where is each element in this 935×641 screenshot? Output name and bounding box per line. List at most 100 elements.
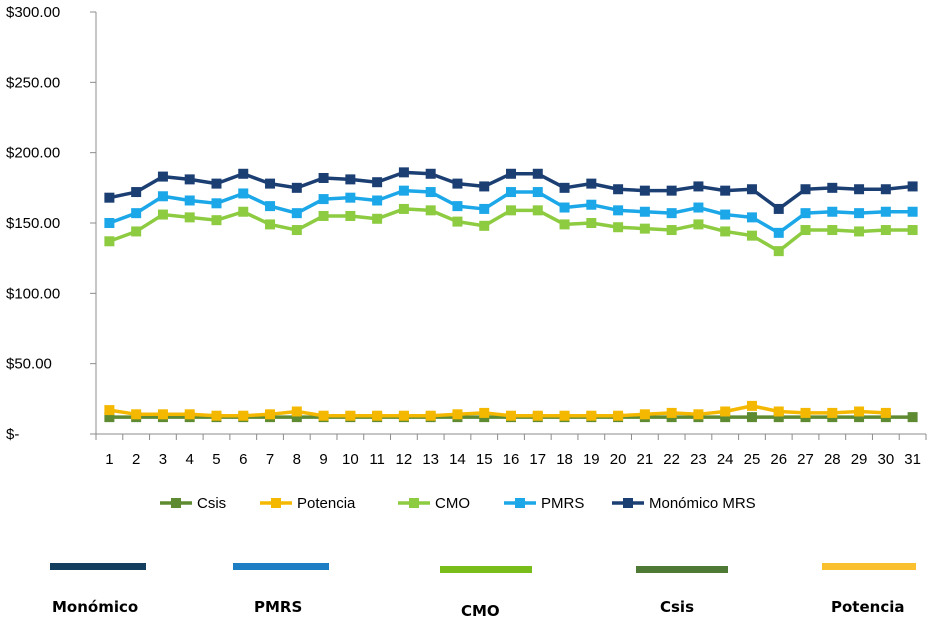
data-point-cmo — [425, 205, 436, 216]
data-point-monomico-mrs — [345, 174, 356, 185]
x-tick-label: 14 — [449, 451, 466, 468]
data-point-pmrs — [693, 202, 704, 213]
y-axis: $- $50.00 $100.00 $150.00 $200.00 $250.00 $300… — [6, 4, 97, 443]
data-point-potencia — [613, 410, 624, 421]
data-point-cmo — [666, 225, 677, 236]
series-potencia — [104, 400, 891, 421]
data-point-monomico-mrs — [238, 168, 249, 179]
key-swatch-csis — [636, 566, 728, 573]
data-point-csis — [854, 412, 865, 423]
key-swatch-potencia — [822, 563, 916, 570]
data-point-cmo — [693, 219, 704, 230]
x-tick-label: 18 — [556, 451, 573, 468]
x-tick-label: 31 — [904, 451, 921, 468]
data-point-potencia — [639, 409, 650, 420]
y-tick-label: $- — [6, 426, 19, 443]
series-cmo — [104, 203, 918, 257]
data-point-potencia — [880, 407, 891, 418]
data-point-monomico-mrs — [265, 178, 276, 189]
data-point-monomico-mrs — [104, 192, 115, 203]
legend-label-potencia: Potencia — [297, 495, 356, 512]
data-point-csis — [773, 412, 784, 423]
data-point-csis — [291, 412, 302, 423]
legend-label-cmo: CMO — [435, 495, 470, 512]
data-point-monomico-mrs — [291, 182, 302, 193]
data-point-potencia — [827, 407, 838, 418]
data-point-pmrs — [345, 192, 356, 203]
x-tick-label: 28 — [824, 451, 841, 468]
data-point-cmo — [854, 226, 865, 237]
key-label-csis: Csis — [660, 598, 695, 616]
y-tick-label: $150.00 — [6, 215, 60, 232]
legend-marker-monomico-mrs — [623, 498, 633, 508]
data-point-monomico-mrs — [666, 185, 677, 196]
x-tick-label: 21 — [637, 451, 654, 468]
data-point-pmrs — [880, 206, 891, 217]
data-point-pmrs — [559, 202, 570, 213]
x-tick-label: 20 — [610, 451, 627, 468]
x-tick-label: 25 — [744, 451, 761, 468]
data-point-potencia — [693, 409, 704, 420]
data-point-monomico-mrs — [532, 168, 543, 179]
data-point-cmo — [291, 225, 302, 236]
data-point-potencia — [104, 405, 115, 416]
data-point-potencia — [265, 409, 276, 420]
data-point-pmrs — [318, 194, 329, 205]
data-point-cmo — [586, 218, 597, 228]
data-point-monomico-mrs — [211, 178, 222, 189]
data-point-cmo — [157, 209, 168, 220]
x-tick-label: 7 — [266, 451, 274, 468]
series-line-potencia — [109, 404, 886, 418]
data-point-pmrs — [157, 191, 168, 202]
data-point-cmo — [800, 225, 811, 236]
data-point-monomico-mrs — [746, 184, 757, 195]
data-point-monomico-mrs — [157, 171, 168, 182]
data-point-pmrs — [184, 195, 195, 206]
data-point-pmrs — [800, 208, 811, 219]
data-point-monomico-mrs — [559, 182, 570, 193]
data-point-pmrs — [265, 201, 276, 212]
data-point-pmrs — [746, 212, 757, 223]
x-tick-label: 5 — [212, 451, 220, 468]
x-tick-label: 3 — [159, 451, 167, 468]
x-tick-label: 6 — [239, 451, 247, 468]
series-lines — [104, 167, 918, 423]
data-point-pmrs — [104, 218, 115, 228]
legend-marker-cmo — [409, 498, 419, 508]
data-point-monomico-mrs — [425, 168, 436, 179]
x-tick-label: 23 — [690, 451, 707, 468]
data-point-cmo — [211, 215, 222, 226]
key-swatch-pmrs — [233, 563, 329, 570]
data-point-potencia — [586, 410, 597, 421]
key-label-monomico: Monómico — [52, 598, 139, 616]
y-tick-label: $300.00 — [6, 4, 60, 21]
data-point-csis — [104, 412, 115, 423]
x-tick-label: 17 — [529, 451, 546, 468]
data-point-pmrs — [586, 199, 597, 210]
data-point-monomico-mrs — [613, 184, 624, 195]
key-label-potencia: Potencia — [831, 598, 905, 616]
data-point-cmo — [345, 210, 356, 221]
data-point-potencia — [318, 410, 329, 421]
data-point-pmrs — [479, 203, 490, 214]
data-point-cmo — [746, 230, 757, 241]
data-point-potencia — [211, 410, 222, 421]
data-point-potencia — [773, 406, 784, 417]
legend-marker-csis — [171, 498, 181, 508]
data-point-monomico-mrs — [506, 168, 516, 179]
data-point-pmrs — [372, 195, 383, 206]
data-point-pmrs — [131, 208, 142, 219]
legend-marker-potencia — [271, 498, 281, 508]
data-point-monomico-mrs — [639, 185, 650, 196]
data-point-monomico-mrs — [479, 181, 490, 192]
data-point-monomico-mrs — [586, 178, 597, 189]
y-tick-label: $100.00 — [6, 285, 60, 302]
series-pmrs — [104, 185, 918, 238]
data-point-pmrs — [720, 209, 731, 220]
data-point-cmo — [398, 203, 409, 214]
x-tick-label: 12 — [396, 451, 413, 468]
data-point-potencia — [532, 410, 543, 421]
data-point-cmo — [532, 205, 543, 216]
data-point-potencia — [238, 410, 249, 421]
data-point-cmo — [880, 225, 891, 236]
